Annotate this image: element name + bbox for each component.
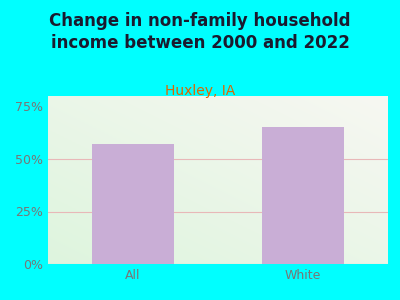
Text: Huxley, IA: Huxley, IA <box>165 84 235 98</box>
Bar <box>92 144 174 264</box>
Text: Change in non-family household
income between 2000 and 2022: Change in non-family household income be… <box>49 12 351 52</box>
Bar <box>262 128 344 264</box>
